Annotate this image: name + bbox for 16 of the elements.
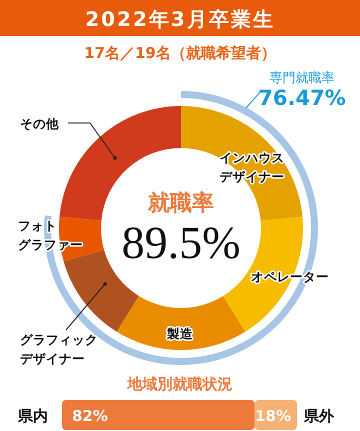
chart-title: 地域別就職状況 [126, 375, 232, 393]
slice-label: その他 [20, 116, 60, 131]
data-label: 76.47% [258, 86, 346, 110]
slice-label: 専門就職率 [270, 70, 334, 86]
slice-label: 製造 [166, 326, 193, 341]
chart-subtitle: 17名／19名（就職希望者） [84, 44, 276, 62]
chart-title: 2022年3月卒業生 [85, 7, 275, 31]
data-label: 18% [255, 407, 291, 425]
donut-slice [116, 296, 246, 350]
series-label: 県内 [17, 407, 48, 425]
text: 89.5% [122, 217, 240, 268]
text: 就職率 [147, 190, 214, 216]
series-label: 県外 [303, 407, 335, 425]
donut-slice [59, 216, 104, 262]
data-label: 82% [72, 407, 108, 425]
slice-label: グラフィックデザイナー [20, 332, 98, 366]
